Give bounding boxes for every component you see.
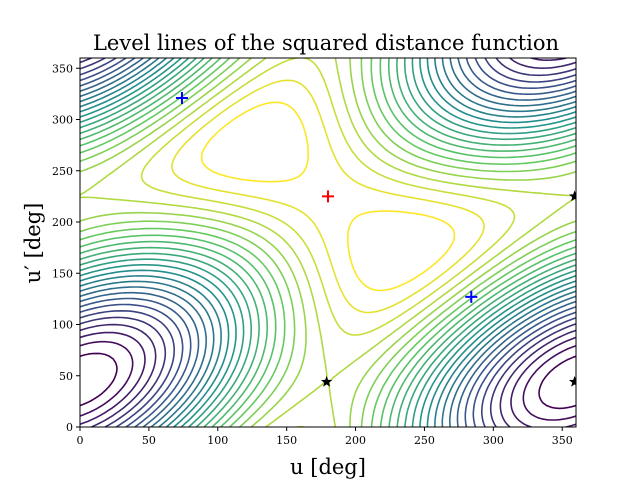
- contour-line: [80, 58, 576, 427]
- star-marker: [320, 375, 333, 387]
- contour-line: [80, 58, 576, 427]
- x-tick-label: 200: [345, 434, 366, 447]
- contour-line: [80, 58, 576, 427]
- contour-line: [80, 58, 576, 427]
- contour-line: [80, 58, 576, 427]
- contour-line: [80, 58, 576, 427]
- contour-line: [80, 58, 576, 427]
- y-tick-label: 0: [66, 421, 73, 434]
- y-tick-label: 200: [52, 216, 73, 229]
- x-tick-label: 100: [207, 434, 228, 447]
- y-tick-label: 150: [52, 267, 73, 280]
- x-axis: 0 50 100 150 200 250 300 350: [77, 427, 573, 447]
- contour-line: [140, 58, 516, 427]
- plus-marker: [322, 190, 334, 203]
- x-tick-label: 350: [552, 434, 573, 447]
- y-axis-label: u′ [deg]: [21, 203, 45, 284]
- y-tick-label: 50: [59, 370, 73, 383]
- contour-line: [80, 58, 576, 427]
- star-marker: [568, 190, 576, 202]
- chart-title: Level lines of the squared distance func…: [93, 31, 559, 55]
- y-tick-label: 100: [52, 319, 73, 332]
- x-tick-label: 150: [276, 434, 297, 447]
- y-tick-label: 350: [52, 62, 73, 75]
- contour-line: [80, 58, 576, 427]
- contour-line: [80, 340, 576, 421]
- x-tick-label: 0: [77, 434, 84, 447]
- contour-line: [80, 58, 576, 427]
- contour-line: [80, 58, 576, 427]
- contour-line: [80, 58, 576, 427]
- contour-line: [171, 79, 485, 314]
- contour-line: [80, 58, 576, 427]
- plus-marker: [175, 91, 188, 104]
- contour-lines: [80, 58, 576, 427]
- contour-line: [80, 58, 576, 427]
- x-tick-label: 50: [142, 434, 156, 447]
- contour-line: [80, 58, 576, 427]
- star-marker: [568, 375, 576, 387]
- y-axis: 0 50 100 150 200 250 300 350: [52, 62, 80, 434]
- y-tick-label: 250: [52, 165, 73, 178]
- markers: [175, 91, 576, 387]
- contour-line: [80, 58, 576, 427]
- contour-line: [200, 101, 456, 292]
- plus-marker: [465, 290, 478, 303]
- x-tick-label: 250: [414, 434, 435, 447]
- plot-frame: [79, 57, 577, 428]
- y-tick-label: 300: [52, 114, 73, 127]
- contour-line: [80, 58, 576, 427]
- contour-line: [80, 58, 576, 427]
- contour-line: [80, 58, 576, 427]
- contour-line: [80, 58, 576, 427]
- contour-line: [80, 58, 576, 427]
- x-axis-label: u [deg]: [290, 455, 366, 479]
- x-tick-label: 300: [483, 434, 504, 447]
